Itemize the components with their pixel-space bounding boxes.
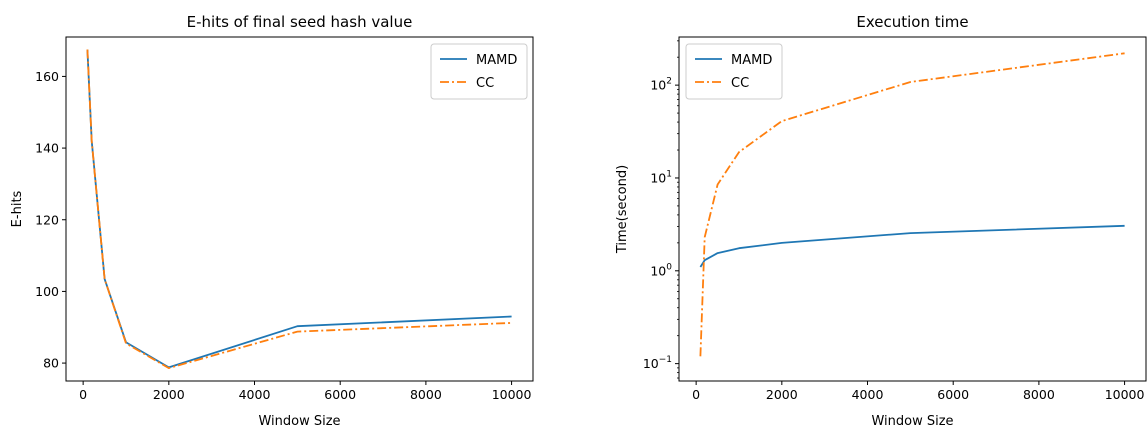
series-line-cc [86, 49, 512, 370]
legend-label-mamd: MAMD [731, 53, 772, 68]
chart-1-y-tick-label: 120 [35, 212, 59, 227]
chart-2-x-tick-label: 0 [692, 387, 700, 402]
chart-2-x-tick-label: 10000 [1105, 387, 1145, 402]
chart-2-x-ticks: 0 2000 4000 6000 8000 10000 [692, 381, 1145, 402]
chart-2-y-tick-label: 101 [650, 169, 672, 185]
series-line-mamd [699, 224, 1125, 268]
chart-1-x-tick-label: 0 [79, 387, 87, 402]
chart-2: Execution time Window Size Time(second) … [615, 13, 1147, 427]
chart-1-series [86, 49, 512, 370]
chart-1-x-tick-label: 2000 [153, 387, 185, 402]
chart-1-legend-frame [430, 43, 528, 100]
chart-1-x-axis-label: Window Size [258, 414, 340, 427]
chart-2-y-axis-label: Time(second) [615, 165, 630, 254]
chart-1-y-ticks: 80 100 120 140 160 [35, 69, 66, 371]
chart-1-title: E-hits of final seed hash value [187, 13, 413, 31]
chart-2-series [699, 52, 1125, 357]
chart-2-title: Execution time [856, 13, 968, 31]
chart-1: E-hits of final seed hash value Window S… [10, 13, 534, 427]
chart-1-x-tick-label: 8000 [410, 387, 442, 402]
chart-2-x-tick-label: 6000 [937, 387, 969, 402]
chart-1-x-tick-label: 4000 [239, 387, 271, 402]
chart-2-y-tick-label: 100 [650, 262, 672, 278]
chart-1-y-tick-label: 80 [43, 356, 59, 371]
chart-1-y-axis-label: E-hits [10, 190, 25, 227]
series-line-cc [699, 52, 1125, 357]
chart-2-x-tick-label: 8000 [1023, 387, 1055, 402]
chart-2-legend-frame [685, 43, 783, 100]
chart-2-y-tick-label: 102 [650, 77, 672, 93]
legend-label-mamd: MAMD [476, 53, 517, 68]
chart-1-legend: MAMD CC [430, 43, 528, 100]
chart-2-y-tick-label: 10−1 [643, 355, 672, 371]
legend-label-cc: CC [731, 76, 749, 91]
chart-1-y-tick-label: 160 [35, 69, 59, 84]
chart-2-y-ticks: 10−1 100 101 102 [643, 40, 679, 379]
chart-2-legend: MAMD CC [685, 43, 783, 100]
chart-2-x-axis-label: Window Size [871, 414, 953, 427]
chart-1-x-tick-label: 10000 [492, 387, 532, 402]
chart-2-x-tick-label: 4000 [852, 387, 884, 402]
chart-1-x-tick-label: 6000 [324, 387, 356, 402]
chart-1-x-ticks: 0 2000 4000 6000 8000 10000 [79, 381, 532, 402]
legend-label-cc: CC [476, 76, 494, 91]
chart-1-y-tick-label: 140 [35, 141, 59, 156]
chart-2-x-tick-label: 2000 [766, 387, 798, 402]
chart-1-y-tick-label: 100 [35, 284, 59, 299]
